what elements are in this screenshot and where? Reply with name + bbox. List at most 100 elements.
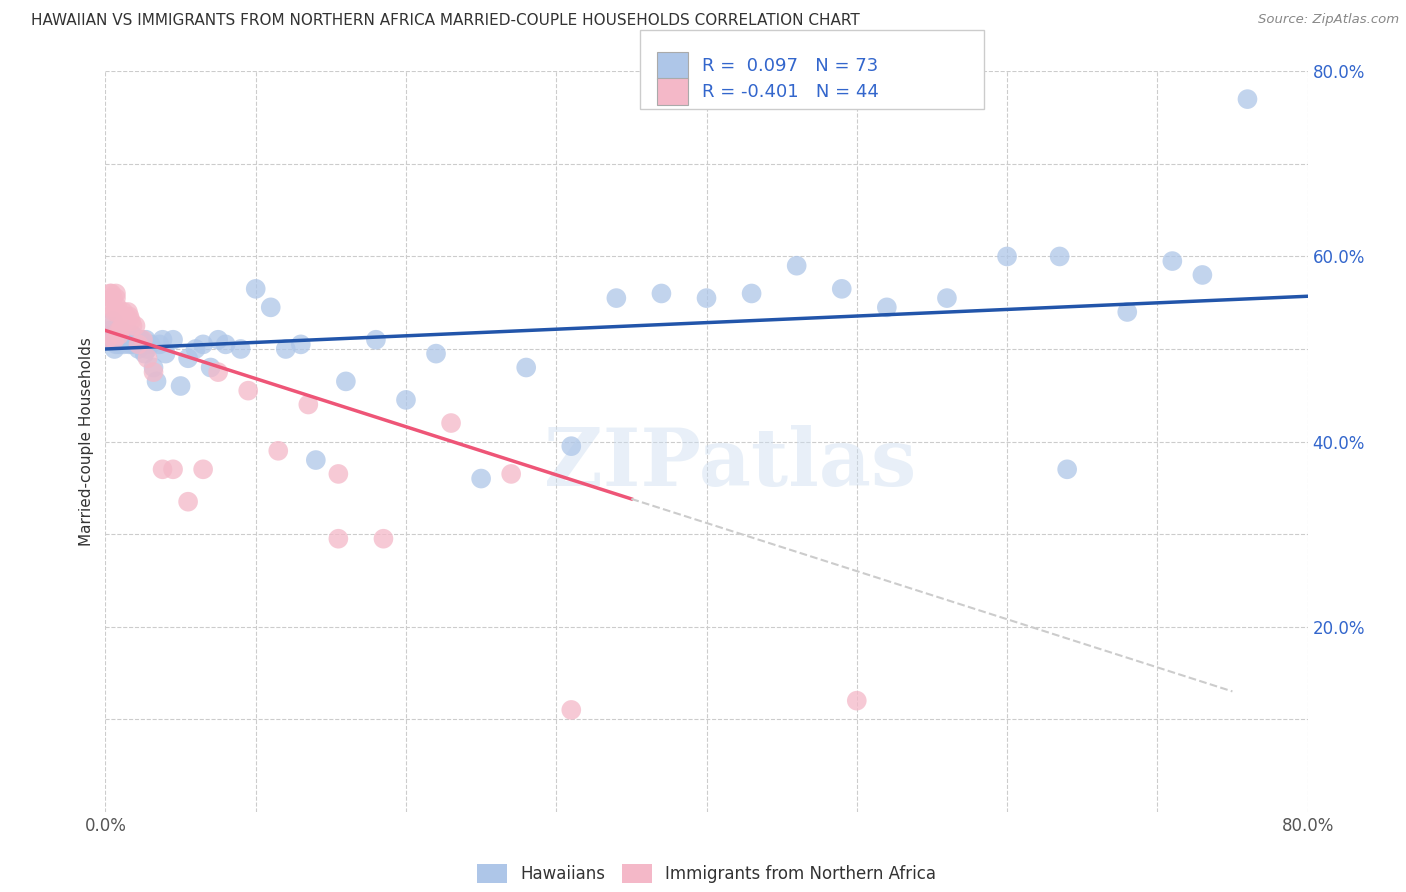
Point: [470, 471, 492, 485]
Point: [101, 291, 124, 305]
Point: [267, 443, 290, 458]
Point: [108, 324, 131, 338]
Text: ZIPatlas: ZIPatlas: [544, 425, 917, 503]
Point: [125, 333, 148, 347]
Point: [97, 333, 120, 347]
Point: [111, 333, 134, 347]
Point: [786, 259, 808, 273]
Point: [104, 333, 127, 347]
Point: [177, 494, 200, 508]
Point: [290, 337, 312, 351]
Point: [1049, 250, 1071, 264]
Point: [98, 314, 121, 328]
Point: [191, 462, 214, 476]
Point: [152, 462, 174, 476]
Point: [118, 337, 141, 351]
Point: [274, 342, 297, 356]
Point: [107, 305, 129, 319]
Point: [995, 250, 1018, 264]
Point: [108, 337, 131, 351]
Point: [103, 342, 125, 356]
Point: [104, 337, 127, 351]
Text: HAWAIIAN VS IMMIGRANTS FROM NORTHERN AFRICA MARRIED-COUPLE HOUSEHOLDS CORRELATIO: HAWAIIAN VS IMMIGRANTS FROM NORTHERN AFR…: [31, 13, 859, 29]
Point: [131, 333, 153, 347]
Point: [134, 346, 156, 360]
Point: [1191, 268, 1213, 282]
Point: [200, 360, 222, 375]
Point: [605, 291, 627, 305]
Point: [1056, 462, 1078, 476]
Point: [245, 282, 267, 296]
Point: [155, 346, 177, 360]
Point: [110, 324, 132, 338]
Point: [139, 337, 162, 351]
Point: [120, 333, 142, 347]
Point: [148, 337, 170, 351]
Point: [162, 462, 184, 476]
Point: [335, 375, 357, 389]
Point: [501, 467, 523, 481]
Point: [132, 333, 155, 347]
Point: [104, 286, 127, 301]
Point: [1116, 305, 1139, 319]
Point: [104, 291, 127, 305]
Point: [117, 305, 139, 319]
Y-axis label: Married-couple Households: Married-couple Households: [79, 337, 94, 546]
Point: [121, 318, 143, 333]
Point: [696, 291, 718, 305]
Text: Source: ZipAtlas.com: Source: ZipAtlas.com: [1258, 13, 1399, 27]
Point: [124, 318, 146, 333]
Point: [142, 360, 165, 375]
Point: [741, 286, 763, 301]
Point: [101, 301, 124, 315]
Point: [135, 333, 157, 347]
Point: [297, 397, 319, 411]
Point: [121, 337, 143, 351]
Point: [328, 532, 350, 546]
Point: [152, 333, 174, 347]
Legend: Hawaiians, Immigrants from Northern Africa: Hawaiians, Immigrants from Northern Afri…: [470, 857, 943, 889]
Point: [128, 337, 150, 351]
Point: [364, 333, 387, 347]
Point: [560, 439, 582, 453]
Point: [191, 337, 214, 351]
Point: [162, 333, 184, 347]
Point: [876, 301, 898, 315]
Point: [115, 333, 138, 347]
Point: [108, 328, 131, 343]
Point: [305, 453, 328, 467]
Point: [107, 301, 129, 315]
Text: R =  0.097   N = 73: R = 0.097 N = 73: [702, 57, 877, 75]
Point: [207, 333, 229, 347]
Point: [1161, 254, 1184, 268]
Point: [117, 333, 139, 347]
Point: [103, 333, 125, 347]
Point: [238, 384, 260, 398]
Point: [136, 351, 159, 366]
Point: [124, 333, 146, 347]
Point: [128, 342, 150, 356]
Point: [101, 314, 124, 328]
Point: [515, 360, 537, 375]
Point: [132, 337, 155, 351]
Point: [207, 365, 229, 379]
Point: [831, 282, 853, 296]
Point: [373, 532, 395, 546]
Point: [110, 328, 132, 343]
Point: [177, 351, 200, 366]
Point: [114, 314, 136, 328]
Point: [96, 333, 118, 347]
Point: [142, 365, 165, 379]
Point: [650, 286, 672, 301]
Point: [122, 333, 145, 347]
Point: [112, 333, 135, 347]
Point: [214, 337, 236, 351]
Point: [560, 703, 582, 717]
Point: [328, 467, 350, 481]
Point: [103, 305, 125, 319]
Point: [184, 342, 207, 356]
Point: [100, 328, 122, 343]
Point: [936, 291, 959, 305]
Point: [112, 305, 135, 319]
Point: [98, 286, 121, 301]
